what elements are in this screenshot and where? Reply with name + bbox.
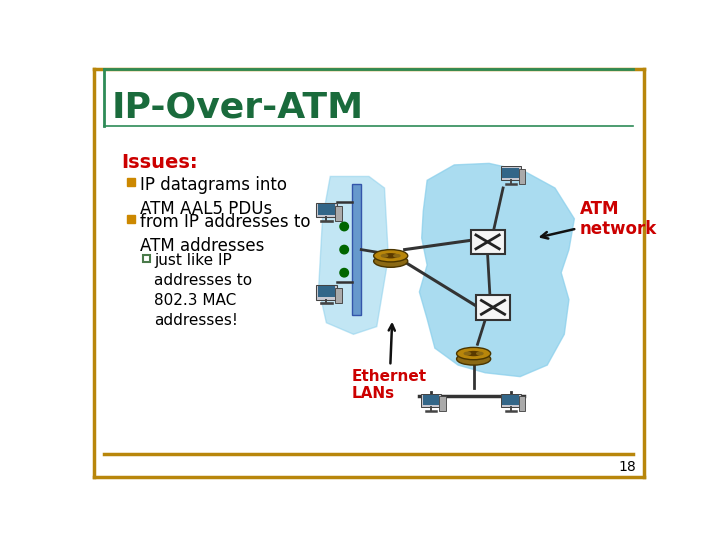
Ellipse shape [374,255,408,267]
Bar [143,255,150,262]
Bar [127,178,135,186]
Text: 18: 18 [618,460,636,474]
Circle shape [340,222,348,231]
Circle shape [340,268,348,277]
Ellipse shape [476,352,484,355]
Bar [519,396,526,411]
Bar [503,168,519,178]
Polygon shape [419,164,575,377]
Ellipse shape [381,254,388,258]
Bar [336,288,342,303]
Text: just like IP
addresses to
802.3 MAC
addresses!: just like IP addresses to 802.3 MAC addr… [154,253,253,328]
Bar [471,230,505,254]
Text: Ethernet
LANs: Ethernet LANs [352,325,427,401]
Bar [127,215,135,222]
Bar [423,395,439,406]
Text: ATM
network: ATM network [541,200,657,239]
Ellipse shape [456,353,490,365]
Bar [316,285,337,300]
Bar [519,169,526,184]
Bar [439,396,446,411]
Bar [501,394,521,408]
Ellipse shape [464,352,472,355]
Bar [501,166,521,180]
Ellipse shape [466,351,482,356]
Ellipse shape [374,249,408,262]
Circle shape [340,245,348,254]
Bar [316,202,337,217]
Bar [421,394,441,408]
Bar [318,204,336,215]
Text: IP datagrams into
ATM AAL5 PDUs: IP datagrams into ATM AAL5 PDUs [140,177,287,218]
Bar [476,295,510,320]
Ellipse shape [456,347,490,360]
Polygon shape [319,177,388,334]
Text: IP-Over-ATM: IP-Over-ATM [112,90,364,124]
Bar [503,395,519,406]
Text: from IP addresses to
ATM addresses: from IP addresses to ATM addresses [140,213,310,255]
Ellipse shape [393,254,401,258]
Bar [318,287,336,298]
Ellipse shape [383,253,398,259]
Bar [352,184,361,315]
Bar [336,206,342,221]
Text: Issues:: Issues: [121,153,197,172]
